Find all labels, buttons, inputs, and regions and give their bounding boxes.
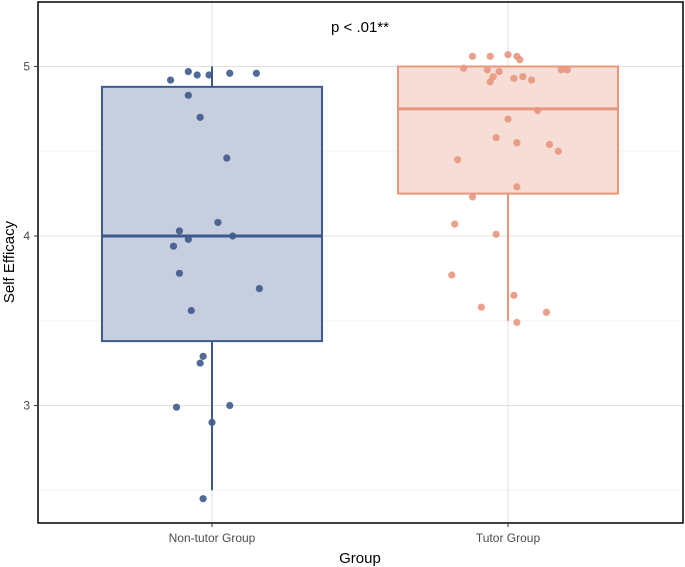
data-point (534, 106, 542, 115)
data-point (554, 147, 562, 155)
data-point (510, 291, 518, 299)
data-point (184, 91, 192, 99)
data-point (229, 232, 237, 240)
data-point (196, 359, 204, 367)
data-point (477, 303, 485, 311)
data-point (492, 134, 500, 142)
data-point (528, 76, 536, 84)
data-point (492, 230, 500, 238)
data-point (205, 71, 213, 79)
data-point (545, 140, 554, 149)
data-point (208, 418, 216, 427)
x-axis-ticks: Non-tutor Group Tutor Group (169, 523, 541, 545)
y-tick-label: 3 (23, 399, 30, 413)
y-tick-label: 4 (23, 229, 30, 243)
y-axis-ticks: 3 4 5 (23, 60, 38, 413)
data-point (563, 66, 571, 74)
data-point (175, 227, 184, 235)
data-point (226, 69, 234, 77)
box (397, 65, 619, 195)
data-point (184, 67, 192, 76)
data-point (226, 401, 234, 410)
data-point (495, 67, 503, 76)
data-point (448, 271, 456, 279)
boxes (101, 65, 619, 491)
data-point (468, 52, 477, 60)
data-point (172, 403, 181, 411)
plot-panel-border (37, 1, 684, 524)
data-point (468, 193, 477, 201)
data-point (223, 154, 231, 162)
data-point (175, 269, 184, 277)
data-point (504, 51, 512, 59)
data-point (519, 73, 527, 81)
data-point (486, 78, 494, 86)
data-point (486, 52, 494, 60)
x-axis-title: Group (339, 550, 381, 567)
data-point (513, 183, 521, 191)
data-point (483, 66, 491, 74)
data-point (199, 495, 207, 503)
data-point (214, 218, 222, 227)
data-point (557, 66, 565, 74)
y-tick-label: 5 (23, 60, 30, 74)
data-point (169, 242, 178, 250)
data-point (196, 113, 204, 121)
data-point (166, 76, 175, 84)
data-point (510, 74, 518, 82)
data-point (516, 56, 524, 64)
data-point (255, 284, 263, 293)
y-axis-title: Self Efficacy (1, 220, 18, 303)
data-point (454, 156, 462, 164)
data-point (460, 64, 468, 72)
data-point (252, 69, 260, 77)
data-point (504, 115, 512, 123)
data-point (184, 235, 192, 243)
data-point (193, 71, 201, 79)
x-tick-label: Non-tutor Group (169, 531, 256, 545)
box (101, 85, 323, 343)
data-point (542, 308, 551, 316)
data-point (513, 318, 521, 327)
data-point (187, 306, 195, 315)
data-point (513, 139, 521, 147)
significance-annotation: p < .01** (331, 19, 389, 36)
data-point (199, 352, 207, 360)
x-tick-label: Tutor Group (476, 531, 541, 545)
points (166, 51, 571, 503)
data-point (451, 220, 459, 228)
